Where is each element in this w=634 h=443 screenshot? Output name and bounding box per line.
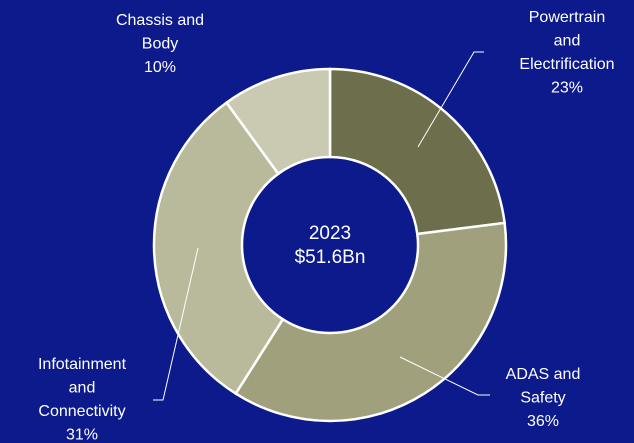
category-label: Powertrain and Electrification: [519, 9, 614, 73]
leader-line: [399, 356, 490, 396]
category-label: Chassis and Body: [116, 12, 204, 53]
category-label-line: Infotainment: [38, 356, 127, 373]
leader-line: [417, 51, 484, 148]
center-value: $51.6Bn: [295, 247, 366, 268]
category-label: Infotainment and Connectivity: [38, 356, 127, 420]
category-label-line: Chassis and: [116, 12, 204, 29]
donut-slice: [328, 67, 507, 236]
donut-slice: [233, 221, 508, 423]
value-label: 10%: [144, 59, 176, 76]
donut-slice: [152, 100, 285, 396]
center-title: 2023: [309, 223, 351, 244]
category-label-line: and: [554, 33, 581, 50]
leader-line: [153, 247, 199, 401]
donut-slice: [224, 67, 332, 176]
category-label-line: Body: [142, 36, 178, 53]
category-label-line: Powertrain: [529, 9, 605, 26]
category-label: ADAS and Safety: [506, 366, 581, 407]
category-label-line: and: [69, 380, 96, 397]
category-label-line: Connectivity: [38, 403, 125, 420]
category-label-line: ADAS and: [506, 366, 581, 383]
category-label-line: Safety: [520, 390, 565, 407]
value-label: 36%: [527, 413, 559, 430]
value-label: 23%: [551, 80, 583, 97]
category-label-line: Electrification: [519, 56, 614, 73]
value-label: 31%: [66, 427, 98, 443]
